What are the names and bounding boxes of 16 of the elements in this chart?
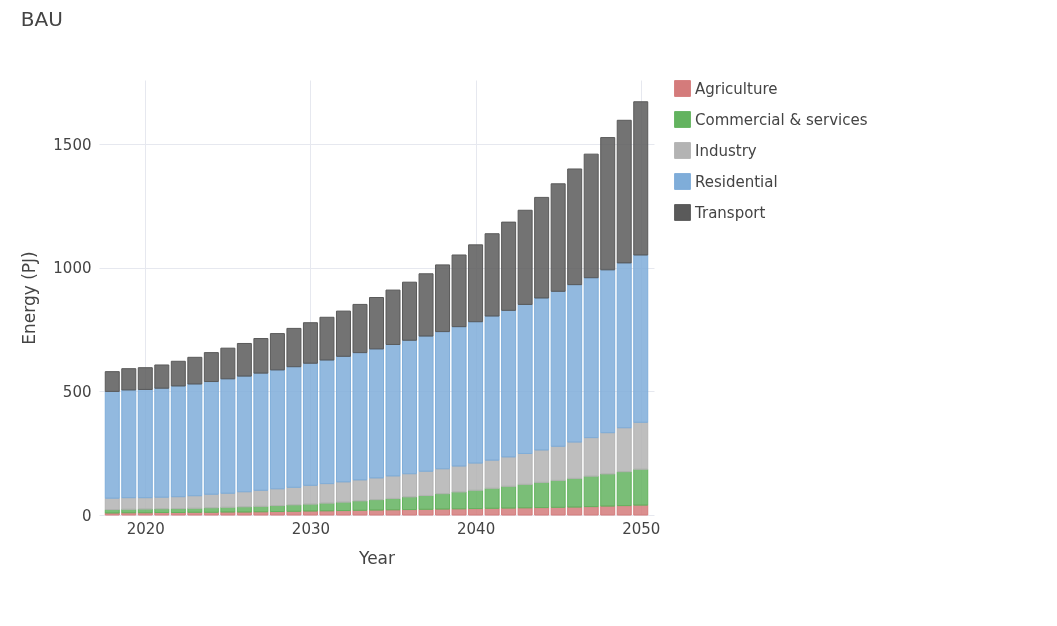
x-tick-label: 2030: [291, 519, 331, 538]
legend-label: Agriculture: [695, 79, 778, 98]
y-tick-label: 1000: [53, 259, 92, 278]
y-tick-label: 1500: [53, 135, 92, 154]
y-tick-label: 0: [81, 506, 92, 525]
chart-title: BAU: [20, 7, 63, 31]
x-axis-title: Year: [358, 547, 395, 568]
y-tick-label: 500: [62, 382, 92, 401]
legend-label: Transport: [694, 203, 766, 222]
legend-label: Residential: [695, 172, 778, 191]
y-axis-title: Energy (PJ): [19, 251, 40, 345]
legend-label: Industry: [695, 141, 757, 160]
x-tick-label: 2020: [126, 519, 165, 538]
legend-label: Commercial & services: [695, 110, 868, 129]
x-tick-label: 2050: [622, 519, 661, 538]
x-tick-label: 2040: [457, 519, 496, 538]
